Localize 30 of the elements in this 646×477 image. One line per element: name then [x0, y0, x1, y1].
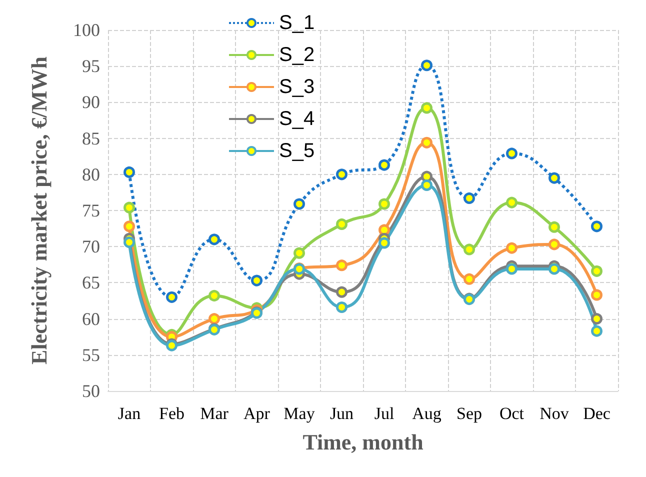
- y-tick-label: 80: [82, 164, 100, 184]
- y-tick-label: 70: [82, 236, 100, 257]
- x-tick-label: Jul: [374, 404, 394, 423]
- x-tick-label: Jan: [118, 404, 142, 423]
- legend-label: S_5: [279, 140, 315, 162]
- x-tick-label: Dec: [583, 404, 611, 423]
- y-tick-label: 55: [82, 344, 100, 365]
- y-axis-title: Electricity market price, €/MWh: [26, 56, 52, 364]
- y-tick-label: 65: [82, 272, 100, 293]
- legend-label: S_3: [279, 76, 315, 98]
- y-tick-label: 85: [82, 128, 100, 148]
- x-tick-label: Feb: [159, 404, 184, 423]
- legend-label: S_1: [279, 12, 315, 34]
- legend-label: S_2: [279, 44, 315, 66]
- x-tick-label: Sep: [456, 404, 482, 423]
- y-tick-label: 50: [82, 381, 100, 401]
- y-tick-label: 100: [73, 20, 100, 40]
- x-tick-label: Aug: [412, 404, 442, 423]
- x-tick-label: Oct: [499, 404, 524, 423]
- y-tick-label: 95: [82, 56, 100, 76]
- x-tick-label: Jun: [330, 404, 354, 423]
- y-tick-label: 60: [82, 308, 100, 329]
- legend-label: S_4: [279, 108, 315, 130]
- x-axis-title: Time, month: [302, 430, 424, 454]
- x-tick-label: Apr: [244, 404, 270, 423]
- y-tick-label: 75: [82, 200, 100, 220]
- x-tick-label: May: [284, 404, 316, 423]
- x-tick-label: Mar: [200, 404, 229, 423]
- y-tick-label: 90: [82, 92, 100, 112]
- x-tick-label: Nov: [540, 404, 570, 423]
